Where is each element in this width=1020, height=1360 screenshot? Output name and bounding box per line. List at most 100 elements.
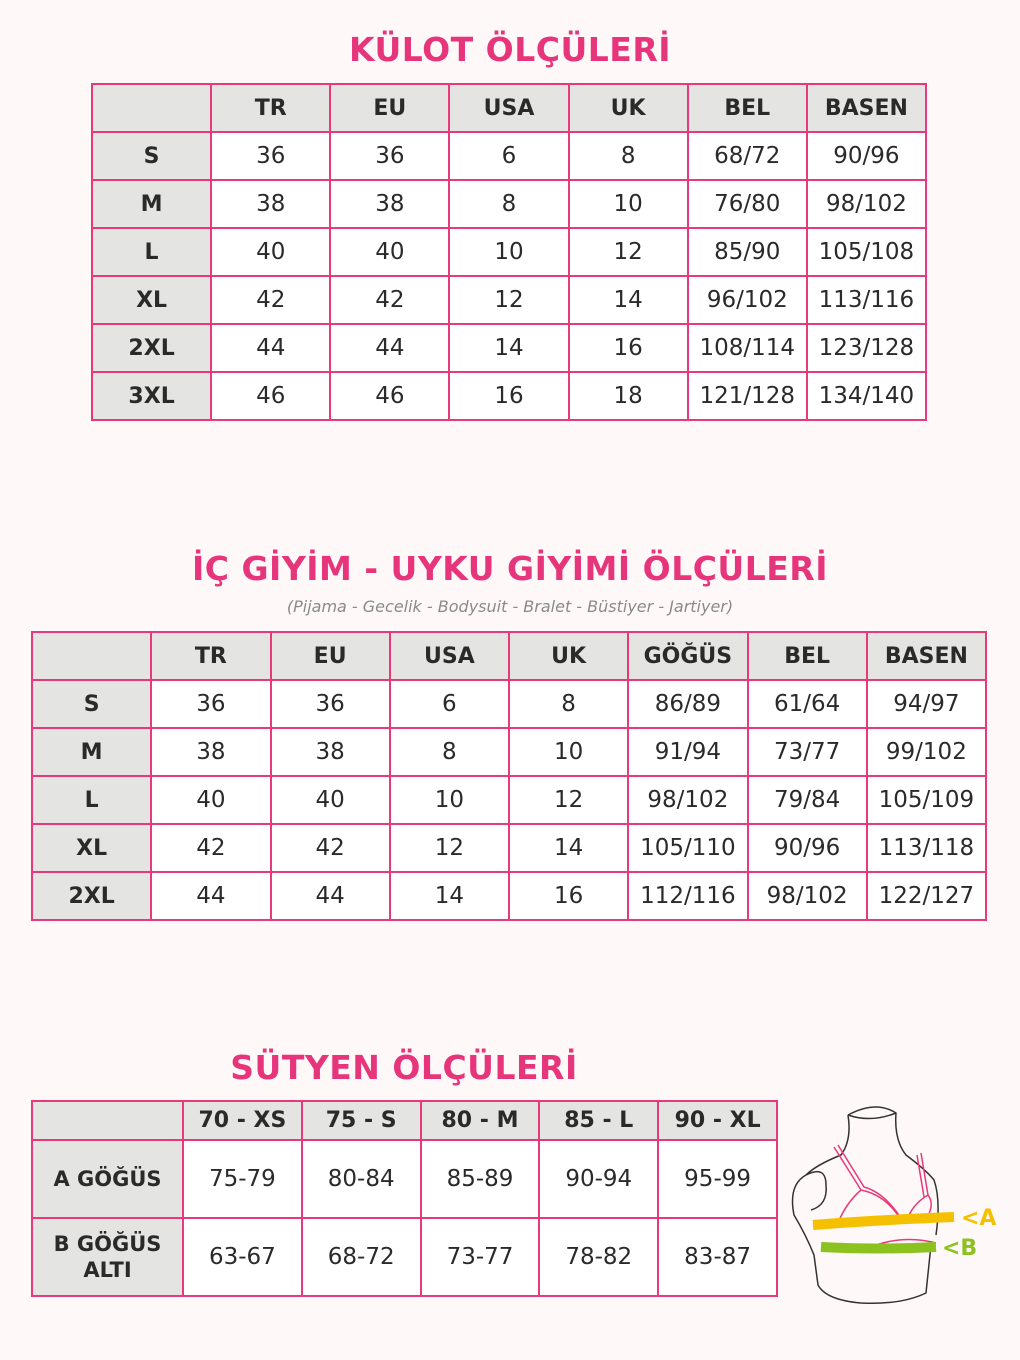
table-row: S 36 36 6 8 86/89 61/64 94/97 <box>30 679 988 729</box>
table-row: L 40 40 10 12 98/102 79/84 105/109 <box>30 775 988 825</box>
header-row: TR EU USA UK BEL BASEN <box>90 83 928 133</box>
table-cell: 14 <box>567 275 689 325</box>
table-cell: 90/96 <box>746 823 868 873</box>
table-cell: 75-79 <box>182 1139 303 1219</box>
table-cell: 44 <box>269 871 391 921</box>
table-cell: 6 <box>388 679 511 729</box>
table-cell: 12 <box>507 775 630 825</box>
table-cell: 42 <box>150 823 272 873</box>
table-cell: 8 <box>388 727 511 777</box>
table-row: B GÖĞÜS ALTI 63-67 68-72 73-77 78-82 83-87 <box>31 1217 778 1297</box>
table-cell: 12 <box>567 227 689 277</box>
sutyen-title: SÜTYEN ÖLÇÜLERİ <box>230 1048 578 1087</box>
table-cell: 16 <box>507 871 630 921</box>
table-cell: 38 <box>150 727 272 777</box>
table-cell: 10 <box>388 775 511 825</box>
column-header: 85 - L <box>538 1100 660 1141</box>
table-cell: 99/102 <box>865 727 988 777</box>
column-header: UK <box>567 83 689 133</box>
row-label: 2XL <box>90 323 213 373</box>
mannequin-measurement-figure: <A <B <box>791 1106 996 1305</box>
column-header <box>30 631 153 681</box>
column-header <box>90 83 213 133</box>
header-row: TR EU USA UK GÖĞÜS BEL BASEN <box>30 631 988 681</box>
table-cell: 10 <box>448 227 570 277</box>
table-cell: 44 <box>329 323 451 373</box>
table-cell: 16 <box>567 323 689 373</box>
ic-giyim-subtitle: (Pijama - Gecelik - Bodysuit - Bralet - … <box>286 597 734 616</box>
table-cell: 122/127 <box>865 871 988 921</box>
table-cell: 42 <box>210 275 332 325</box>
table-cell: 8 <box>448 179 570 229</box>
table-cell: 63-67 <box>182 1217 303 1297</box>
bra-outline <box>833 1144 937 1246</box>
table-row: L 40 40 10 12 85/90 105/108 <box>90 227 928 277</box>
table-cell: 14 <box>388 871 511 921</box>
column-header: BASEN <box>865 631 988 681</box>
column-header: EU <box>269 631 391 681</box>
table-cell: 78-82 <box>538 1217 660 1297</box>
table-cell: 91/94 <box>627 727 749 777</box>
column-header: 90 - XL <box>657 1100 778 1141</box>
ic-giyim-title: İÇ GİYİM - UYKU GİYİMİ ÖLÇÜLERİ <box>191 549 828 588</box>
table-cell: 113/116 <box>805 275 928 325</box>
table-cell: 113/118 <box>865 823 988 873</box>
table-cell: 98/102 <box>627 775 749 825</box>
table-cell: 36 <box>269 679 391 729</box>
table-cell: 76/80 <box>686 179 808 229</box>
table-cell: 16 <box>448 371 570 421</box>
table-cell: 10 <box>507 727 630 777</box>
table-cell: 96/102 <box>686 275 808 325</box>
table-cell: 108/114 <box>686 323 808 373</box>
table-cell: 6 <box>448 131 570 181</box>
table-cell: 40 <box>269 775 391 825</box>
sutyen-size-table: 70 - XS 75 - S 80 - M 85 - L 90 - XL A GÖĞÜS 7… <box>31 1100 778 1297</box>
column-header: BASEN <box>805 83 928 133</box>
column-header: BEL <box>746 631 868 681</box>
table-cell: 123/128 <box>805 323 928 373</box>
column-header <box>31 1100 184 1141</box>
table-cell: 68-72 <box>300 1217 422 1297</box>
table-row: M 38 38 8 10 91/94 73/77 99/102 <box>30 727 988 777</box>
column-header: USA <box>448 83 570 133</box>
table-cell: 86/89 <box>627 679 749 729</box>
table-cell: 12 <box>388 823 511 873</box>
table-cell: 10 <box>567 179 689 229</box>
measure-line-a <box>812 1212 955 1230</box>
table-row: XL 42 42 12 14 105/110 90/96 113/118 <box>30 823 988 873</box>
table-row: 3XL 46 46 16 18 121/128 134/140 <box>90 371 928 421</box>
column-header: BEL <box>686 83 808 133</box>
table-cell: 36 <box>329 131 451 181</box>
table-cell: 46 <box>210 371 332 421</box>
label-a: <A <box>961 1206 996 1231</box>
table-cell: 68/72 <box>686 131 808 181</box>
table-row: S 36 36 6 8 68/72 90/96 <box>90 131 928 181</box>
row-label: M <box>30 727 153 777</box>
column-header: EU <box>329 83 451 133</box>
row-label: M <box>90 179 213 229</box>
column-header: USA <box>388 631 511 681</box>
table-cell: 61/64 <box>746 679 868 729</box>
label-b: <B <box>942 1236 977 1261</box>
column-header: TR <box>210 83 332 133</box>
row-label: B GÖĞÜS ALTI <box>31 1217 184 1297</box>
table-cell: 98/102 <box>746 871 868 921</box>
header-row: 70 - XS 75 - S 80 - M 85 - L 90 - XL <box>31 1100 778 1141</box>
table-cell: 12 <box>448 275 570 325</box>
table-cell: 18 <box>567 371 689 421</box>
table-cell: 44 <box>150 871 272 921</box>
table-cell: 83-87 <box>657 1217 778 1297</box>
table-row: XL 42 42 12 14 96/102 113/116 <box>90 275 928 325</box>
row-label: S <box>90 131 213 181</box>
table-cell: 42 <box>269 823 391 873</box>
table-cell: 40 <box>329 227 451 277</box>
table-cell: 105/110 <box>627 823 749 873</box>
table-cell: 90/96 <box>805 131 928 181</box>
table-cell: 36 <box>150 679 272 729</box>
table-cell: 73-77 <box>419 1217 541 1297</box>
kulot-title: KÜLOT ÖLÇÜLERİ <box>348 30 672 69</box>
table-cell: 95-99 <box>657 1139 778 1219</box>
ic-giyim-size-table: TR EU USA UK GÖĞÜS BEL BASEN S 36 36 6 8 86/89 61/64 9… <box>30 631 988 921</box>
table-cell: 121/128 <box>686 371 808 421</box>
column-header: GÖĞÜS <box>627 631 749 681</box>
